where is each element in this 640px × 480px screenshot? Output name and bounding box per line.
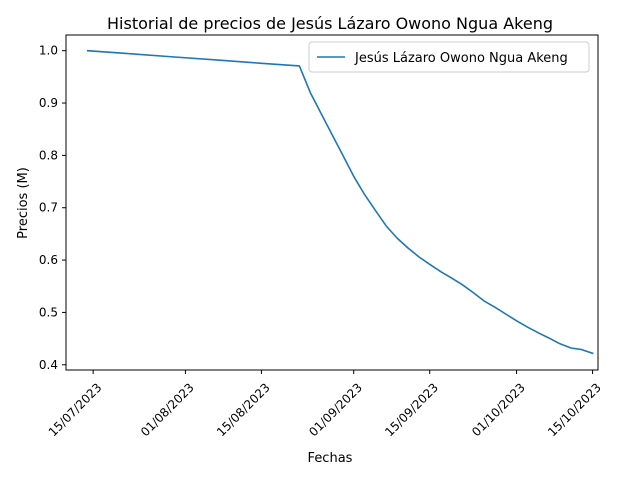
y-tick-label: 0.9 — [39, 96, 58, 110]
series-line — [86, 49, 594, 355]
y-tick-label: 0.4 — [39, 358, 58, 372]
y-axis-label: Precios (M) — [16, 167, 31, 239]
legend: Jesús Lázaro Owono Ngua Akeng — [308, 41, 590, 73]
legend-label: Jesús Lázaro Owono Ngua Akeng — [354, 51, 568, 66]
y-tick-label: 0.7 — [39, 201, 58, 215]
y-tick-label: 0.6 — [39, 253, 58, 267]
y-tick-label: 0.5 — [39, 305, 58, 319]
legend-box — [308, 41, 590, 73]
y-axis: 0.4 0.5 0.6 0.7 0.8 0.9 1.0 — [39, 44, 66, 372]
y-tick-label: 0.8 — [39, 148, 58, 162]
x-axis-label: Fechas — [308, 451, 353, 466]
y-tick-label: 1.0 — [39, 44, 58, 58]
plot-frame — [65, 34, 599, 371]
chart-title: Historial de precios de Jesús Lázaro Owo… — [107, 14, 553, 33]
